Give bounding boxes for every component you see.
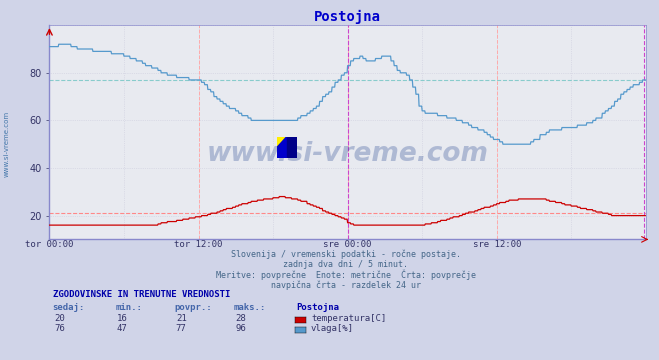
Polygon shape bbox=[277, 148, 287, 158]
Text: temperatura[C]: temperatura[C] bbox=[311, 314, 386, 323]
Text: 77: 77 bbox=[176, 324, 186, 333]
Polygon shape bbox=[287, 137, 297, 158]
Text: tor 00:00: tor 00:00 bbox=[25, 240, 74, 249]
Polygon shape bbox=[277, 137, 287, 148]
Text: maks.:: maks.: bbox=[234, 303, 266, 312]
Text: www.si-vreme.com: www.si-vreme.com bbox=[207, 141, 488, 167]
Text: sre 12:00: sre 12:00 bbox=[473, 240, 521, 249]
Polygon shape bbox=[277, 137, 287, 158]
Text: sedaj:: sedaj: bbox=[53, 303, 85, 312]
Text: sre 00:00: sre 00:00 bbox=[324, 240, 372, 249]
Text: min.:: min.: bbox=[115, 303, 142, 312]
Text: Meritve: povprečne  Enote: metrične  Črta: povprečje: Meritve: povprečne Enote: metrične Črta:… bbox=[216, 269, 476, 280]
Text: 21: 21 bbox=[176, 314, 186, 323]
Text: ZGODOVINSKE IN TRENUTNE VREDNOSTI: ZGODOVINSKE IN TRENUTNE VREDNOSTI bbox=[53, 290, 230, 299]
Text: navpična črta - razdelek 24 ur: navpična črta - razdelek 24 ur bbox=[271, 280, 421, 290]
Text: 16: 16 bbox=[117, 314, 127, 323]
Text: povpr.:: povpr.: bbox=[175, 303, 212, 312]
Text: www.si-vreme.com: www.si-vreme.com bbox=[3, 111, 10, 177]
Text: zadnja dva dni / 5 minut.: zadnja dva dni / 5 minut. bbox=[283, 261, 409, 270]
Text: 47: 47 bbox=[117, 324, 127, 333]
Text: 20: 20 bbox=[54, 314, 65, 323]
Text: Postojna: Postojna bbox=[297, 303, 339, 312]
Title: Postojna: Postojna bbox=[314, 10, 381, 24]
Text: 96: 96 bbox=[235, 324, 246, 333]
Text: tor 12:00: tor 12:00 bbox=[175, 240, 223, 249]
Text: 28: 28 bbox=[235, 314, 246, 323]
Text: vlaga[%]: vlaga[%] bbox=[311, 324, 354, 333]
Text: Slovenija / vremenski podatki - ročne postaje.: Slovenija / vremenski podatki - ročne po… bbox=[231, 250, 461, 260]
Text: 76: 76 bbox=[54, 324, 65, 333]
